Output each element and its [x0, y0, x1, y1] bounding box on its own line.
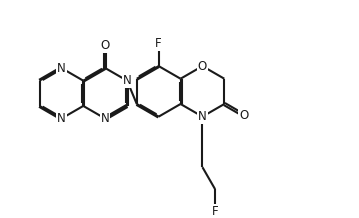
- Text: O: O: [101, 39, 110, 52]
- Text: N: N: [198, 110, 207, 123]
- Text: O: O: [198, 60, 207, 73]
- Text: F: F: [212, 205, 218, 218]
- Text: F: F: [155, 37, 162, 50]
- Text: O: O: [239, 109, 248, 122]
- Text: N: N: [101, 112, 109, 125]
- Text: N: N: [57, 112, 66, 125]
- Text: N: N: [123, 74, 131, 87]
- Text: N: N: [57, 61, 66, 75]
